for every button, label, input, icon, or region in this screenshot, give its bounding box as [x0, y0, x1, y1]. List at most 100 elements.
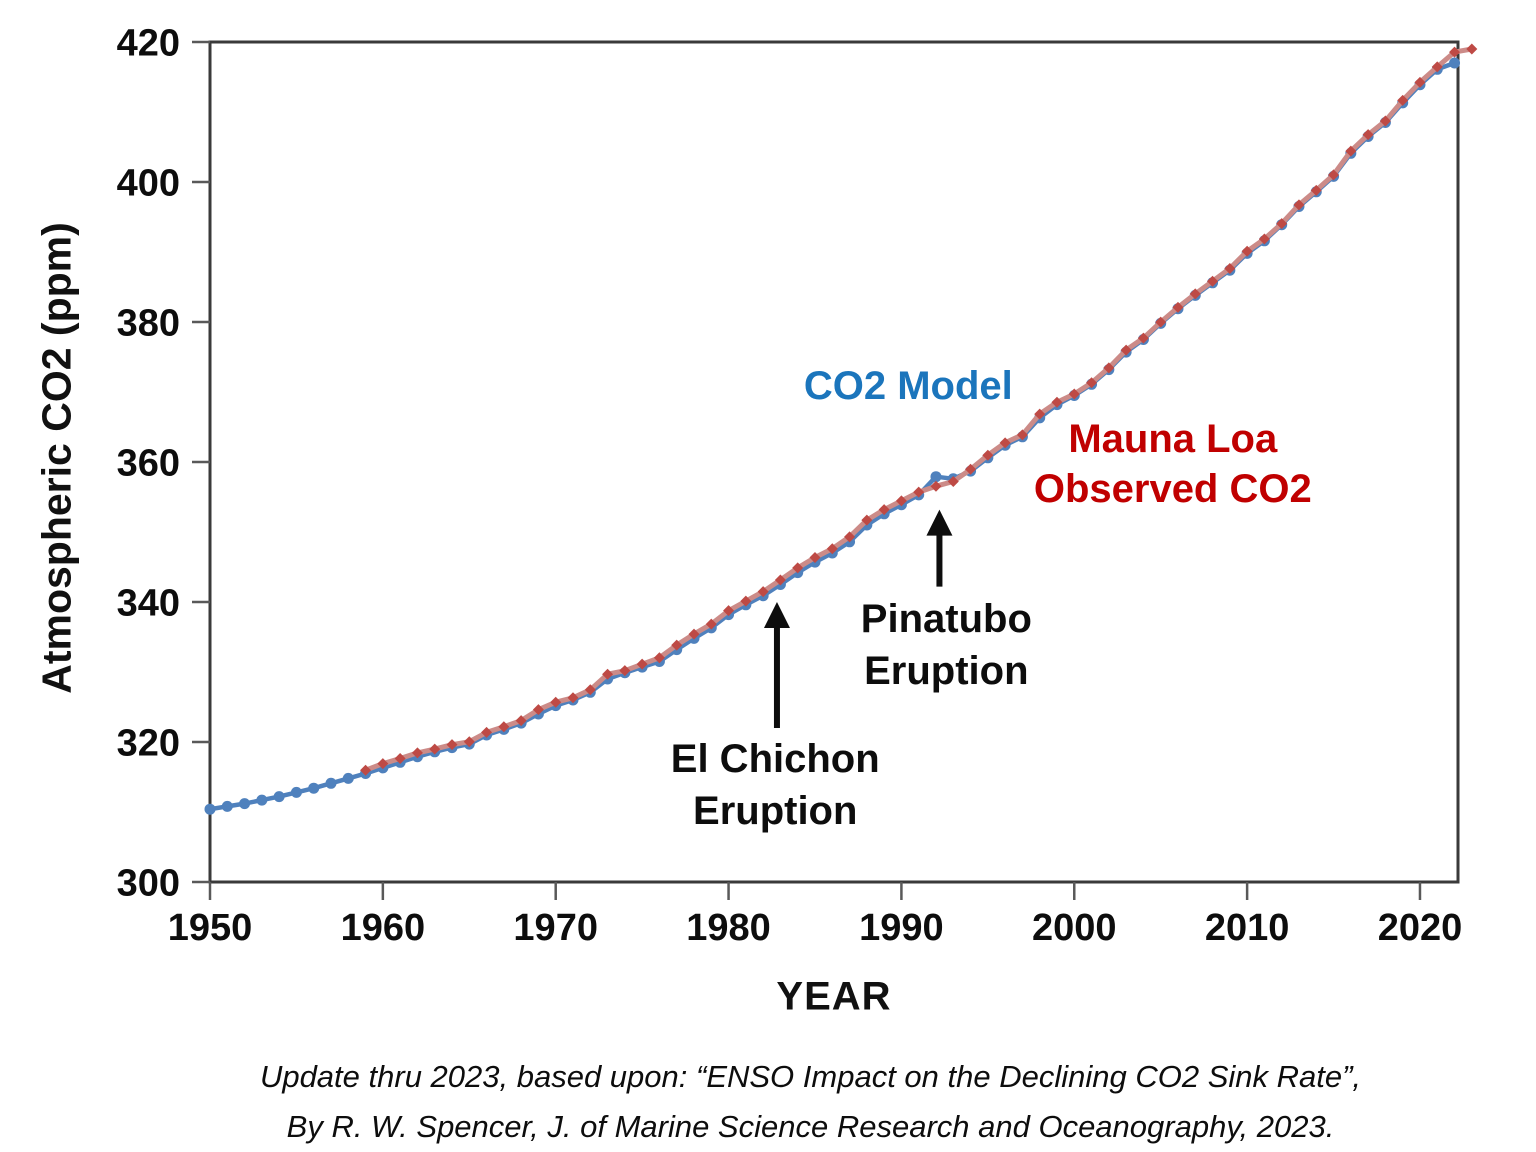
marker-observed	[774, 574, 786, 586]
marker-model	[308, 782, 320, 794]
marker-observed	[1258, 233, 1270, 245]
marker-observed	[1328, 169, 1340, 181]
series-label-mauna-loa-line2: Observed CO2	[1033, 466, 1312, 511]
caption: Update thru 2023, based upon: “ENSO Impa…	[85, 1052, 1536, 1152]
marker-observed	[878, 504, 890, 516]
marker-observed	[723, 605, 735, 617]
x-tick-label: 2020	[1378, 907, 1463, 949]
marker-observed	[1241, 245, 1253, 257]
annotation-el-chichon: El Chichon Eruption	[671, 733, 880, 837]
marker-observed	[947, 476, 959, 488]
marker-observed	[532, 704, 544, 716]
y-tick-label: 340	[117, 583, 180, 625]
y-tick-label: 320	[117, 723, 180, 765]
y-axis-title: Atmospheric CO2 (ppm)	[33, 222, 80, 694]
y-tick-label: 360	[117, 443, 180, 485]
marker-observed	[1431, 61, 1443, 73]
marker-observed	[463, 736, 475, 748]
marker-observed	[1207, 275, 1219, 287]
x-tick-label: 1990	[859, 907, 944, 949]
marker-observed	[844, 531, 856, 543]
marker-observed	[1466, 43, 1478, 55]
marker-observed	[965, 463, 977, 475]
marker-model	[273, 791, 285, 803]
marker-observed	[1172, 301, 1184, 313]
series-label-mauna-loa-line1: Mauna Loa	[1068, 416, 1278, 461]
caption-line1: Update thru 2023, based upon: “ENSO Impa…	[259, 1059, 1362, 1094]
marker-observed	[1051, 396, 1063, 408]
marker-observed	[1103, 362, 1115, 374]
marker-observed	[377, 758, 389, 770]
marker-model	[239, 798, 251, 810]
marker-model	[221, 800, 233, 812]
x-tick-label: 2000	[1032, 907, 1117, 949]
y-tick-label: 380	[117, 303, 180, 345]
marker-observed	[498, 721, 510, 733]
series-label-co2-model: CO2 Model	[803, 363, 1013, 408]
marker-observed	[394, 753, 406, 765]
annotation-el-chichon-line1: El Chichon	[670, 736, 880, 781]
marker-model	[1449, 57, 1461, 69]
series-label-mauna-loa: Mauna Loa Observed CO2	[1034, 414, 1312, 514]
marker-observed	[1224, 263, 1236, 275]
marker-observed	[1086, 377, 1098, 389]
annotation-arrow-head-1	[926, 509, 953, 536]
y-tick-label: 420	[117, 23, 180, 65]
marker-observed	[861, 514, 873, 526]
marker-model	[342, 772, 354, 784]
marker-observed	[619, 665, 631, 677]
annotation-pinatubo: Pinatubo Eruption	[861, 593, 1032, 697]
marker-observed	[1362, 129, 1374, 141]
marker-observed	[1310, 184, 1322, 196]
annotation-arrow-head-0	[763, 602, 790, 628]
marker-observed	[411, 747, 423, 759]
marker-observed	[360, 764, 372, 776]
marker-observed	[515, 715, 527, 727]
marker-observed	[809, 552, 821, 564]
annotation-pinatubo-line1: Pinatubo	[860, 596, 1032, 641]
marker-model	[204, 803, 216, 815]
marker-observed	[895, 495, 907, 507]
x-tick-label: 1950	[168, 907, 253, 949]
marker-observed	[1293, 199, 1305, 211]
marker-observed	[602, 668, 614, 680]
marker-observed	[999, 437, 1011, 449]
marker-observed	[1137, 332, 1149, 344]
marker-observed	[1345, 145, 1357, 157]
x-tick-label: 2010	[1205, 907, 1290, 949]
marker-observed	[930, 480, 942, 492]
marker-observed	[584, 684, 596, 696]
marker-observed	[636, 658, 648, 670]
marker-observed	[1034, 408, 1046, 420]
x-tick-label: 1960	[341, 907, 426, 949]
marker-observed	[1397, 94, 1409, 106]
marker-model	[930, 471, 942, 483]
marker-observed	[1276, 218, 1288, 230]
marker-observed	[1414, 76, 1426, 88]
caption-line2: By R. W. Spencer, J. of Marine Science R…	[286, 1109, 1335, 1144]
marker-observed	[481, 726, 493, 738]
marker-observed	[446, 739, 458, 751]
marker-observed	[757, 586, 769, 598]
marker-observed	[826, 543, 838, 555]
marker-observed	[1449, 46, 1461, 58]
marker-model	[325, 777, 337, 789]
marker-observed	[1379, 115, 1391, 127]
marker-observed	[1016, 429, 1028, 441]
marker-model	[256, 794, 268, 806]
marker-observed	[1068, 388, 1080, 400]
annotation-el-chichon-line2: Eruption	[693, 788, 858, 833]
marker-observed	[792, 562, 804, 574]
marker-observed	[567, 692, 579, 704]
marker-observed	[740, 595, 752, 607]
marker-observed	[429, 743, 441, 755]
marker-observed	[653, 652, 665, 664]
marker-observed	[550, 696, 562, 708]
marker-observed	[982, 449, 994, 461]
x-tick-label: 1980	[686, 907, 771, 949]
y-tick-label: 300	[117, 863, 180, 905]
x-axis-title: YEAR	[776, 974, 892, 1019]
marker-observed	[1155, 316, 1167, 328]
marker-observed	[1189, 288, 1201, 300]
